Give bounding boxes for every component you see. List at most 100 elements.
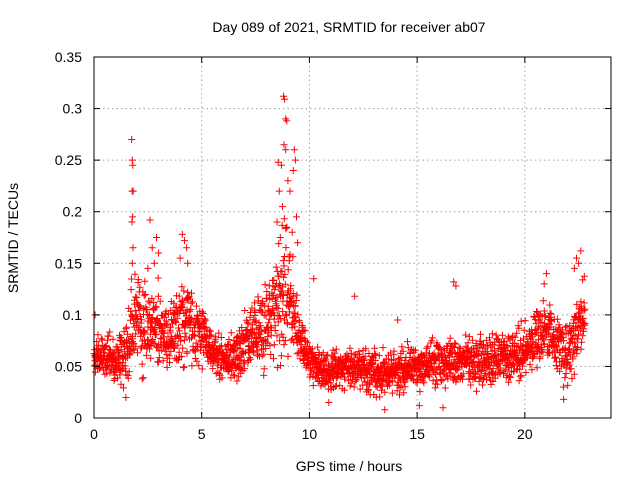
data-point [362, 345, 370, 353]
data-point [528, 354, 536, 362]
y-tick-label: 0.05 [55, 358, 82, 374]
data-point [513, 329, 521, 337]
data-point [153, 234, 160, 241]
data-point [500, 367, 508, 375]
data-point [552, 353, 560, 361]
data-point [350, 383, 358, 391]
data-point [579, 332, 587, 340]
data-point [356, 385, 364, 393]
data-point [181, 237, 188, 245]
data-point [515, 377, 523, 385]
data-point [361, 360, 368, 368]
data-point [260, 371, 268, 379]
data-point [280, 262, 288, 270]
data-point [453, 366, 461, 374]
data-point [199, 310, 207, 317]
data-point [301, 327, 309, 335]
data-point [309, 382, 317, 389]
data-point [138, 360, 146, 368]
data-point [185, 293, 193, 301]
data-point [179, 299, 187, 307]
data-point [292, 297, 300, 304]
data-point [517, 371, 525, 379]
data-point [495, 360, 503, 368]
data-point [281, 95, 289, 103]
data-point [323, 352, 331, 360]
data-point [481, 371, 489, 379]
data-point [278, 221, 286, 229]
data-point [467, 381, 475, 389]
data-point [273, 293, 281, 301]
data-point [526, 361, 534, 369]
data-point [373, 383, 381, 391]
data-point [465, 368, 473, 376]
data-point [286, 308, 293, 316]
data-point [473, 387, 480, 395]
data-point [574, 335, 582, 343]
data-point [528, 366, 536, 374]
data-point [148, 319, 155, 327]
data-point [464, 339, 472, 347]
data-point [429, 334, 436, 342]
data-point [371, 350, 379, 358]
data-point [366, 381, 374, 389]
data-point [138, 375, 146, 383]
data-point [472, 339, 480, 347]
data-point [562, 323, 569, 331]
data-point [270, 341, 278, 349]
data-point [178, 283, 186, 291]
data-point [150, 299, 158, 306]
data-point [376, 393, 384, 401]
data-point [455, 364, 463, 372]
data-point [574, 344, 581, 351]
data-point [486, 334, 493, 342]
data-point [241, 365, 249, 373]
data-point [533, 308, 541, 315]
data-point [304, 339, 311, 347]
data-point [178, 301, 186, 309]
data-point [122, 394, 130, 401]
data-point [535, 317, 543, 325]
data-point [364, 386, 372, 393]
data-point [401, 357, 409, 365]
data-point [538, 335, 546, 343]
data-point [565, 361, 573, 369]
data-point [439, 376, 447, 384]
data-point [515, 324, 523, 332]
data-point [151, 304, 159, 312]
data-point [406, 350, 414, 357]
data-point [551, 347, 559, 355]
data-point [536, 353, 544, 361]
data-point [126, 349, 134, 357]
data-point [170, 299, 178, 307]
data-point [462, 331, 470, 339]
data-point [273, 218, 281, 226]
data-point [439, 404, 447, 412]
data-point [129, 346, 137, 354]
data-point [393, 387, 401, 395]
data-point [283, 224, 291, 231]
data-point [140, 292, 148, 300]
x-tick-label: 10 [302, 426, 318, 442]
data-point [516, 347, 523, 355]
data-point [148, 244, 156, 252]
data-point [361, 352, 369, 360]
data-point [379, 344, 387, 352]
data-point [141, 329, 149, 337]
data-point [319, 349, 327, 357]
data-point [142, 351, 150, 359]
data-point [184, 259, 192, 267]
data-point [267, 331, 275, 339]
data-point [225, 336, 233, 344]
plot-frame [93, 56, 612, 419]
data-point [511, 333, 519, 341]
data-point [183, 348, 191, 356]
data-point [580, 327, 588, 335]
data-point [247, 355, 254, 363]
data-point [136, 283, 144, 291]
data-point [159, 357, 167, 365]
data-point [132, 342, 140, 350]
data-point [459, 370, 467, 378]
data-point [323, 377, 331, 385]
data-point [499, 331, 506, 339]
